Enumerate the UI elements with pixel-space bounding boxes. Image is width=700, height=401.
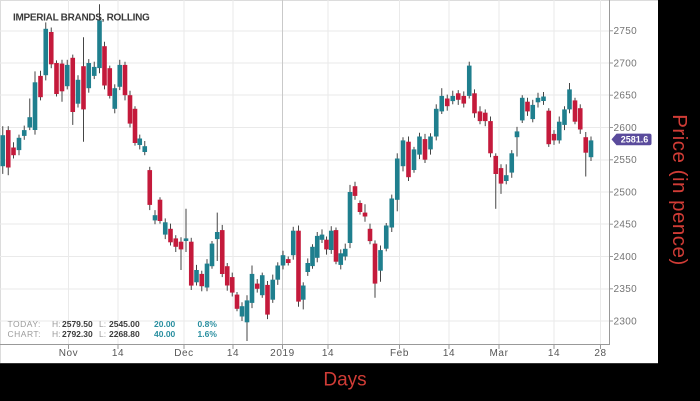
svg-text:2500: 2500 [614,187,638,198]
svg-text:14: 14 [322,348,334,359]
svg-text:2400: 2400 [614,252,638,263]
svg-text:H:: H: [52,329,61,339]
svg-text:2550: 2550 [614,155,638,166]
svg-text:2750: 2750 [614,26,638,37]
svg-text:14: 14 [227,348,239,359]
svg-text:0.8%: 0.8% [198,319,218,329]
svg-text:2792.30: 2792.30 [62,329,93,339]
svg-text:28: 28 [594,348,606,359]
svg-text:2268.80: 2268.80 [109,329,140,339]
svg-text:TODAY:: TODAY: [8,319,41,329]
svg-text:14: 14 [548,348,560,359]
svg-text:40.00: 40.00 [154,329,176,339]
svg-text:1.6%: 1.6% [198,329,218,339]
svg-text:IMPERIAL BRANDS, ROLLING: IMPERIAL BRANDS, ROLLING [13,13,150,24]
svg-text:Nov: Nov [59,348,79,359]
svg-text:14: 14 [112,348,124,359]
svg-text:2350: 2350 [614,284,638,295]
svg-text:2019: 2019 [270,348,295,359]
svg-text:CHART:: CHART: [8,329,42,339]
svg-text:2300: 2300 [614,316,638,327]
svg-text:2700: 2700 [614,58,638,69]
svg-text:2545.00: 2545.00 [109,319,140,329]
svg-text:H:: H: [52,319,61,329]
svg-text:Price (in pence): Price (in pence) [668,114,691,266]
svg-text:Mar: Mar [489,348,508,359]
svg-text:2581.6: 2581.6 [621,135,649,145]
svg-text:Feb: Feb [390,348,409,359]
svg-text:2579.50: 2579.50 [62,319,93,329]
svg-text:L:: L: [99,319,106,329]
svg-text:L:: L: [99,329,106,339]
svg-text:2650: 2650 [614,91,638,102]
svg-text:Days: Days [323,370,366,391]
svg-text:20.00: 20.00 [154,319,176,329]
svg-text:Dec: Dec [174,348,194,359]
svg-text:2600: 2600 [614,123,638,134]
svg-text:14: 14 [443,348,455,359]
svg-text:2450: 2450 [614,220,638,231]
